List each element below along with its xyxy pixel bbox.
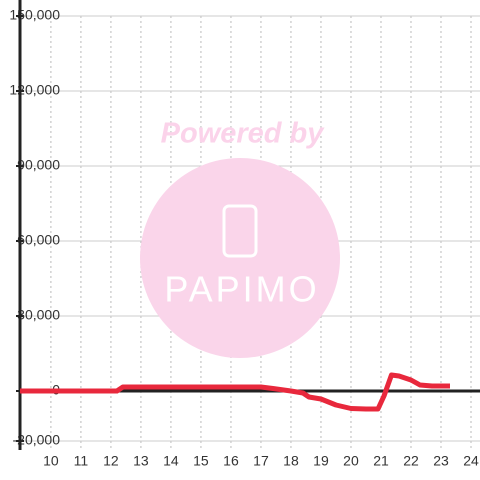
x-tick-label: 13 [133, 453, 149, 469]
x-tick-label: 22 [403, 453, 419, 469]
watermark: Powered by PAPIMO [140, 118, 340, 358]
watermark-phone [222, 204, 258, 258]
x-tick-label: 11 [74, 453, 89, 469]
x-tick-label: 10 [43, 453, 59, 469]
watermark-circle [140, 158, 340, 358]
x-tick-label: 15 [193, 453, 209, 469]
x-tick-label: 19 [313, 453, 329, 469]
x-tick-label: 21 [373, 453, 389, 469]
x-tick-label: 18 [283, 453, 299, 469]
x-tick-label: 23 [433, 453, 449, 469]
x-tick-label: 24 [463, 453, 479, 469]
x-tick-label: 14 [163, 453, 179, 469]
y-tick-label: -20,000 [13, 432, 61, 448]
watermark-logo: PAPIMO [164, 269, 319, 310]
y-tick-label: 30,000 [17, 307, 60, 323]
watermark-text: Powered by [161, 118, 326, 150]
x-tick-label: 20 [343, 453, 359, 469]
y-tick-label: 120,000 [9, 82, 60, 98]
y-tick-label: 60,000 [17, 232, 60, 248]
x-tick-label: 12 [103, 453, 119, 469]
x-tick-label: 16 [223, 453, 239, 469]
y-tick-label: 150,000 [9, 7, 60, 23]
x-tick-label: 17 [253, 453, 269, 469]
data-line [20, 372, 450, 412]
y-tick-label: 90,000 [17, 157, 60, 173]
